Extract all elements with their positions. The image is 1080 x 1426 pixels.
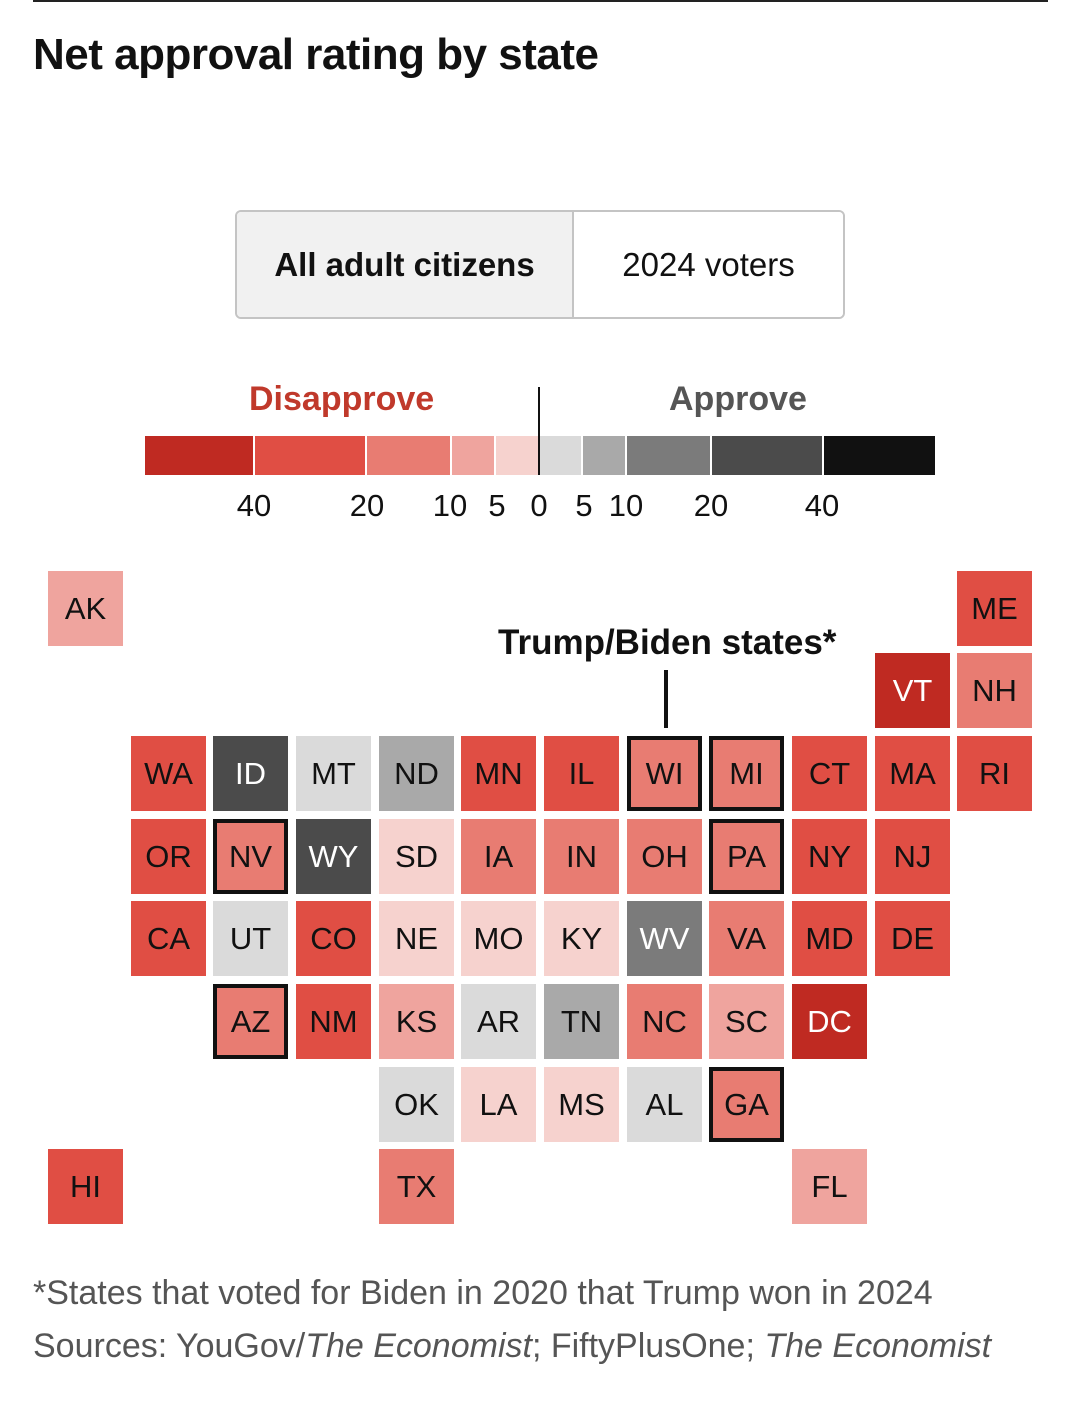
state-tile-sd[interactable]: SD xyxy=(379,819,454,894)
legend-tick-label: 10 xyxy=(608,488,644,523)
state-tile-ms[interactable]: MS xyxy=(544,1067,619,1142)
state-tile-tx[interactable]: TX xyxy=(379,1149,454,1224)
legend-color-scale xyxy=(145,436,935,475)
state-tile-ct[interactable]: CT xyxy=(792,736,867,811)
state-tile-hi[interactable]: HI xyxy=(48,1149,123,1224)
legend-swatch-app-5-10 xyxy=(583,436,625,475)
trump-biden-annotation: Trump/Biden states* xyxy=(498,623,837,662)
state-tile-ia[interactable]: IA xyxy=(461,819,536,894)
state-tile-wy[interactable]: WY xyxy=(296,819,371,894)
state-tile-ky[interactable]: KY xyxy=(544,901,619,976)
legend-zero-line xyxy=(538,387,540,475)
source-economist-2: The Economist xyxy=(764,1327,992,1365)
footnote-note: *States that voted for Biden in 2020 tha… xyxy=(33,1274,933,1312)
state-tile-tn[interactable]: TN xyxy=(544,984,619,1059)
state-tile-id[interactable]: ID xyxy=(213,736,288,811)
chart-title: Net approval rating by state xyxy=(33,30,599,79)
source-economist: The Economist xyxy=(305,1327,532,1365)
state-tile-de[interactable]: DE xyxy=(875,901,950,976)
state-tile-ma[interactable]: MA xyxy=(875,736,950,811)
state-tile-ga[interactable]: GA xyxy=(709,1067,784,1142)
state-tile-wv[interactable]: WV xyxy=(627,901,702,976)
state-tile-az[interactable]: AZ xyxy=(213,984,288,1059)
state-tile-nm[interactable]: NM xyxy=(296,984,371,1059)
legend-swatch-app-20-40 xyxy=(712,436,822,475)
legend-tick-label: 10 xyxy=(432,488,468,523)
legend-tick-label: 40 xyxy=(804,488,840,523)
state-tile-sc[interactable]: SC xyxy=(709,984,784,1059)
state-tile-vt[interactable]: VT xyxy=(875,653,950,728)
state-tile-il[interactable]: IL xyxy=(544,736,619,811)
state-tile-ok[interactable]: OK xyxy=(379,1067,454,1142)
state-tile-mt[interactable]: MT xyxy=(296,736,371,811)
state-tile-md[interactable]: MD xyxy=(792,901,867,976)
sources-prefix: Sources: YouGov/ xyxy=(33,1327,306,1365)
state-tile-al[interactable]: AL xyxy=(627,1067,702,1142)
state-tile-ar[interactable]: AR xyxy=(461,984,536,1059)
state-tile-co[interactable]: CO xyxy=(296,901,371,976)
state-tile-in[interactable]: IN xyxy=(544,819,619,894)
state-tile-wi[interactable]: WI xyxy=(627,736,702,811)
top-rule xyxy=(33,0,1048,2)
sources-middle: ; FiftyPlusOne; xyxy=(531,1327,765,1365)
state-tile-pa[interactable]: PA xyxy=(709,819,784,894)
state-tile-oh[interactable]: OH xyxy=(627,819,702,894)
state-tile-ks[interactable]: KS xyxy=(379,984,454,1059)
state-tile-ca[interactable]: CA xyxy=(131,901,206,976)
toggle-2024-voters[interactable]: 2024 voters xyxy=(574,212,843,317)
annotation-pointer-line xyxy=(664,670,668,728)
state-tile-ak[interactable]: AK xyxy=(48,571,123,646)
state-tile-mo[interactable]: MO xyxy=(461,901,536,976)
state-tile-ny[interactable]: NY xyxy=(792,819,867,894)
state-tile-nd[interactable]: ND xyxy=(379,736,454,811)
state-tile-nv[interactable]: NV xyxy=(213,819,288,894)
legend-swatch-dis-10-20 xyxy=(367,436,450,475)
state-tile-nh[interactable]: NH xyxy=(957,653,1032,728)
legend-tick-label: 5 xyxy=(575,488,593,523)
legend-swatch-dis-40-plus xyxy=(145,436,253,475)
state-tile-wa[interactable]: WA xyxy=(131,736,206,811)
state-tile-ne[interactable]: NE xyxy=(379,901,454,976)
state-tile-mi[interactable]: MI xyxy=(709,736,784,811)
state-tile-nj[interactable]: NJ xyxy=(875,819,950,894)
state-tile-ut[interactable]: UT xyxy=(213,901,288,976)
legend-tick-label: 20 xyxy=(349,488,385,523)
legend-disapprove-label: Disapprove xyxy=(249,380,435,418)
legend-swatch-app-0-5 xyxy=(539,436,581,475)
toggle-all-adult-citizens[interactable]: All adult citizens xyxy=(237,212,574,317)
state-tile-me[interactable]: ME xyxy=(957,571,1032,646)
legend-approve-label: Approve xyxy=(669,380,807,418)
state-tile-ri[interactable]: RI xyxy=(957,736,1032,811)
legend-tick-label: 40 xyxy=(236,488,272,523)
state-tile-va[interactable]: VA xyxy=(709,901,784,976)
legend-tick-label: 0 xyxy=(530,488,548,523)
footnote-sources: Sources: YouGov/The Economist; FiftyPlus… xyxy=(33,1327,991,1366)
legend-swatch-app-40-plus xyxy=(824,436,935,475)
legend-swatch-app-10-20 xyxy=(627,436,710,475)
legend-tick-label: 5 xyxy=(488,488,506,523)
legend-swatch-dis-5-10 xyxy=(452,436,494,475)
audience-toggle: All adult citizens 2024 voters xyxy=(235,210,845,319)
state-tile-dc[interactable]: DC xyxy=(792,984,867,1059)
legend-swatch-dis-20-40 xyxy=(255,436,365,475)
state-tile-fl[interactable]: FL xyxy=(792,1149,867,1224)
legend-swatch-dis-0-5 xyxy=(496,436,538,475)
state-tile-or[interactable]: OR xyxy=(131,819,206,894)
state-tile-mn[interactable]: MN xyxy=(461,736,536,811)
legend-tick-label: 20 xyxy=(693,488,729,523)
state-tile-nc[interactable]: NC xyxy=(627,984,702,1059)
state-tile-la[interactable]: LA xyxy=(461,1067,536,1142)
